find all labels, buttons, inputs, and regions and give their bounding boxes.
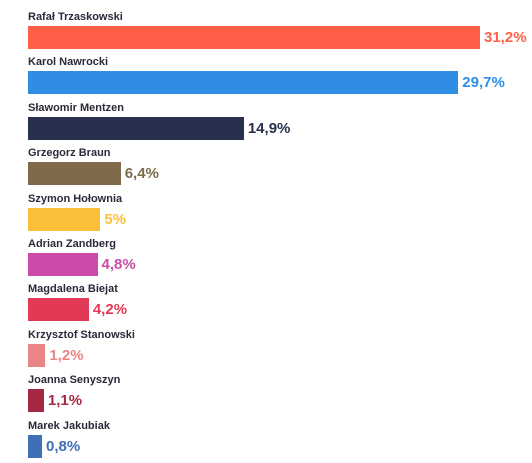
value-label: 0,8%	[46, 437, 81, 455]
candidate-label: Karol Nawrocki	[28, 56, 109, 69]
bar	[28, 343, 46, 367]
value-label: 6,4%	[124, 165, 159, 183]
bar-row: Rafał Trzaskowski 31,2%	[0, 10, 532, 54]
candidate-label: Rafał Trzaskowski	[28, 11, 123, 23]
candidate-label: Szymon Hołownia	[28, 192, 123, 205]
value-label: 4,8%	[101, 256, 136, 273]
candidate-label: Magdalena Biejat	[28, 283, 118, 296]
bar-row: Krzysztof Stanowski 1,2%	[0, 328, 532, 372]
bar	[28, 207, 101, 231]
bar-row: Adrian Zandberg 4,8%	[0, 237, 532, 281]
bar-row: Grzegorz Braun 6,4%	[0, 146, 532, 190]
bar	[28, 116, 244, 140]
bar	[28, 298, 89, 322]
value-label: 4,2%	[92, 301, 128, 319]
bar-row: Sławomir Mentzen 14,9%	[0, 101, 532, 145]
value-label: 31,2%	[484, 29, 527, 46]
bar	[28, 389, 44, 413]
candidate-label: Sławomir Mentzen	[28, 101, 124, 114]
bar-row: Szymon Hołownia 5%	[0, 192, 532, 236]
value-label: 5%	[104, 210, 127, 228]
bar-row: Joanna Senyszyn 1,1%	[0, 373, 532, 417]
bar-row: Marek Jakubiak 0,8%	[0, 419, 532, 463]
candidate-label: Marek Jakubiak	[28, 419, 110, 432]
value-label: 1,2%	[49, 346, 84, 364]
candidate-label: Krzysztof Stanowski	[28, 328, 135, 341]
bar-row: Karol Nawrocki 29,7%	[0, 55, 532, 99]
candidate-label: Grzegorz Braun	[28, 147, 111, 160]
value-label: 1,1%	[47, 392, 83, 410]
candidate-label: Joanna Senyszyn	[28, 374, 121, 387]
bar	[28, 26, 480, 49]
candidate-label: Adrian Zandberg	[28, 238, 117, 250]
bar	[28, 253, 98, 276]
bar	[28, 162, 121, 186]
bar-row: Magdalena Biejat 4,2%	[0, 282, 532, 326]
bar	[28, 434, 42, 458]
bar	[28, 71, 459, 95]
value-label: 14,9%	[247, 119, 291, 137]
value-label: 29,7%	[462, 74, 505, 92]
